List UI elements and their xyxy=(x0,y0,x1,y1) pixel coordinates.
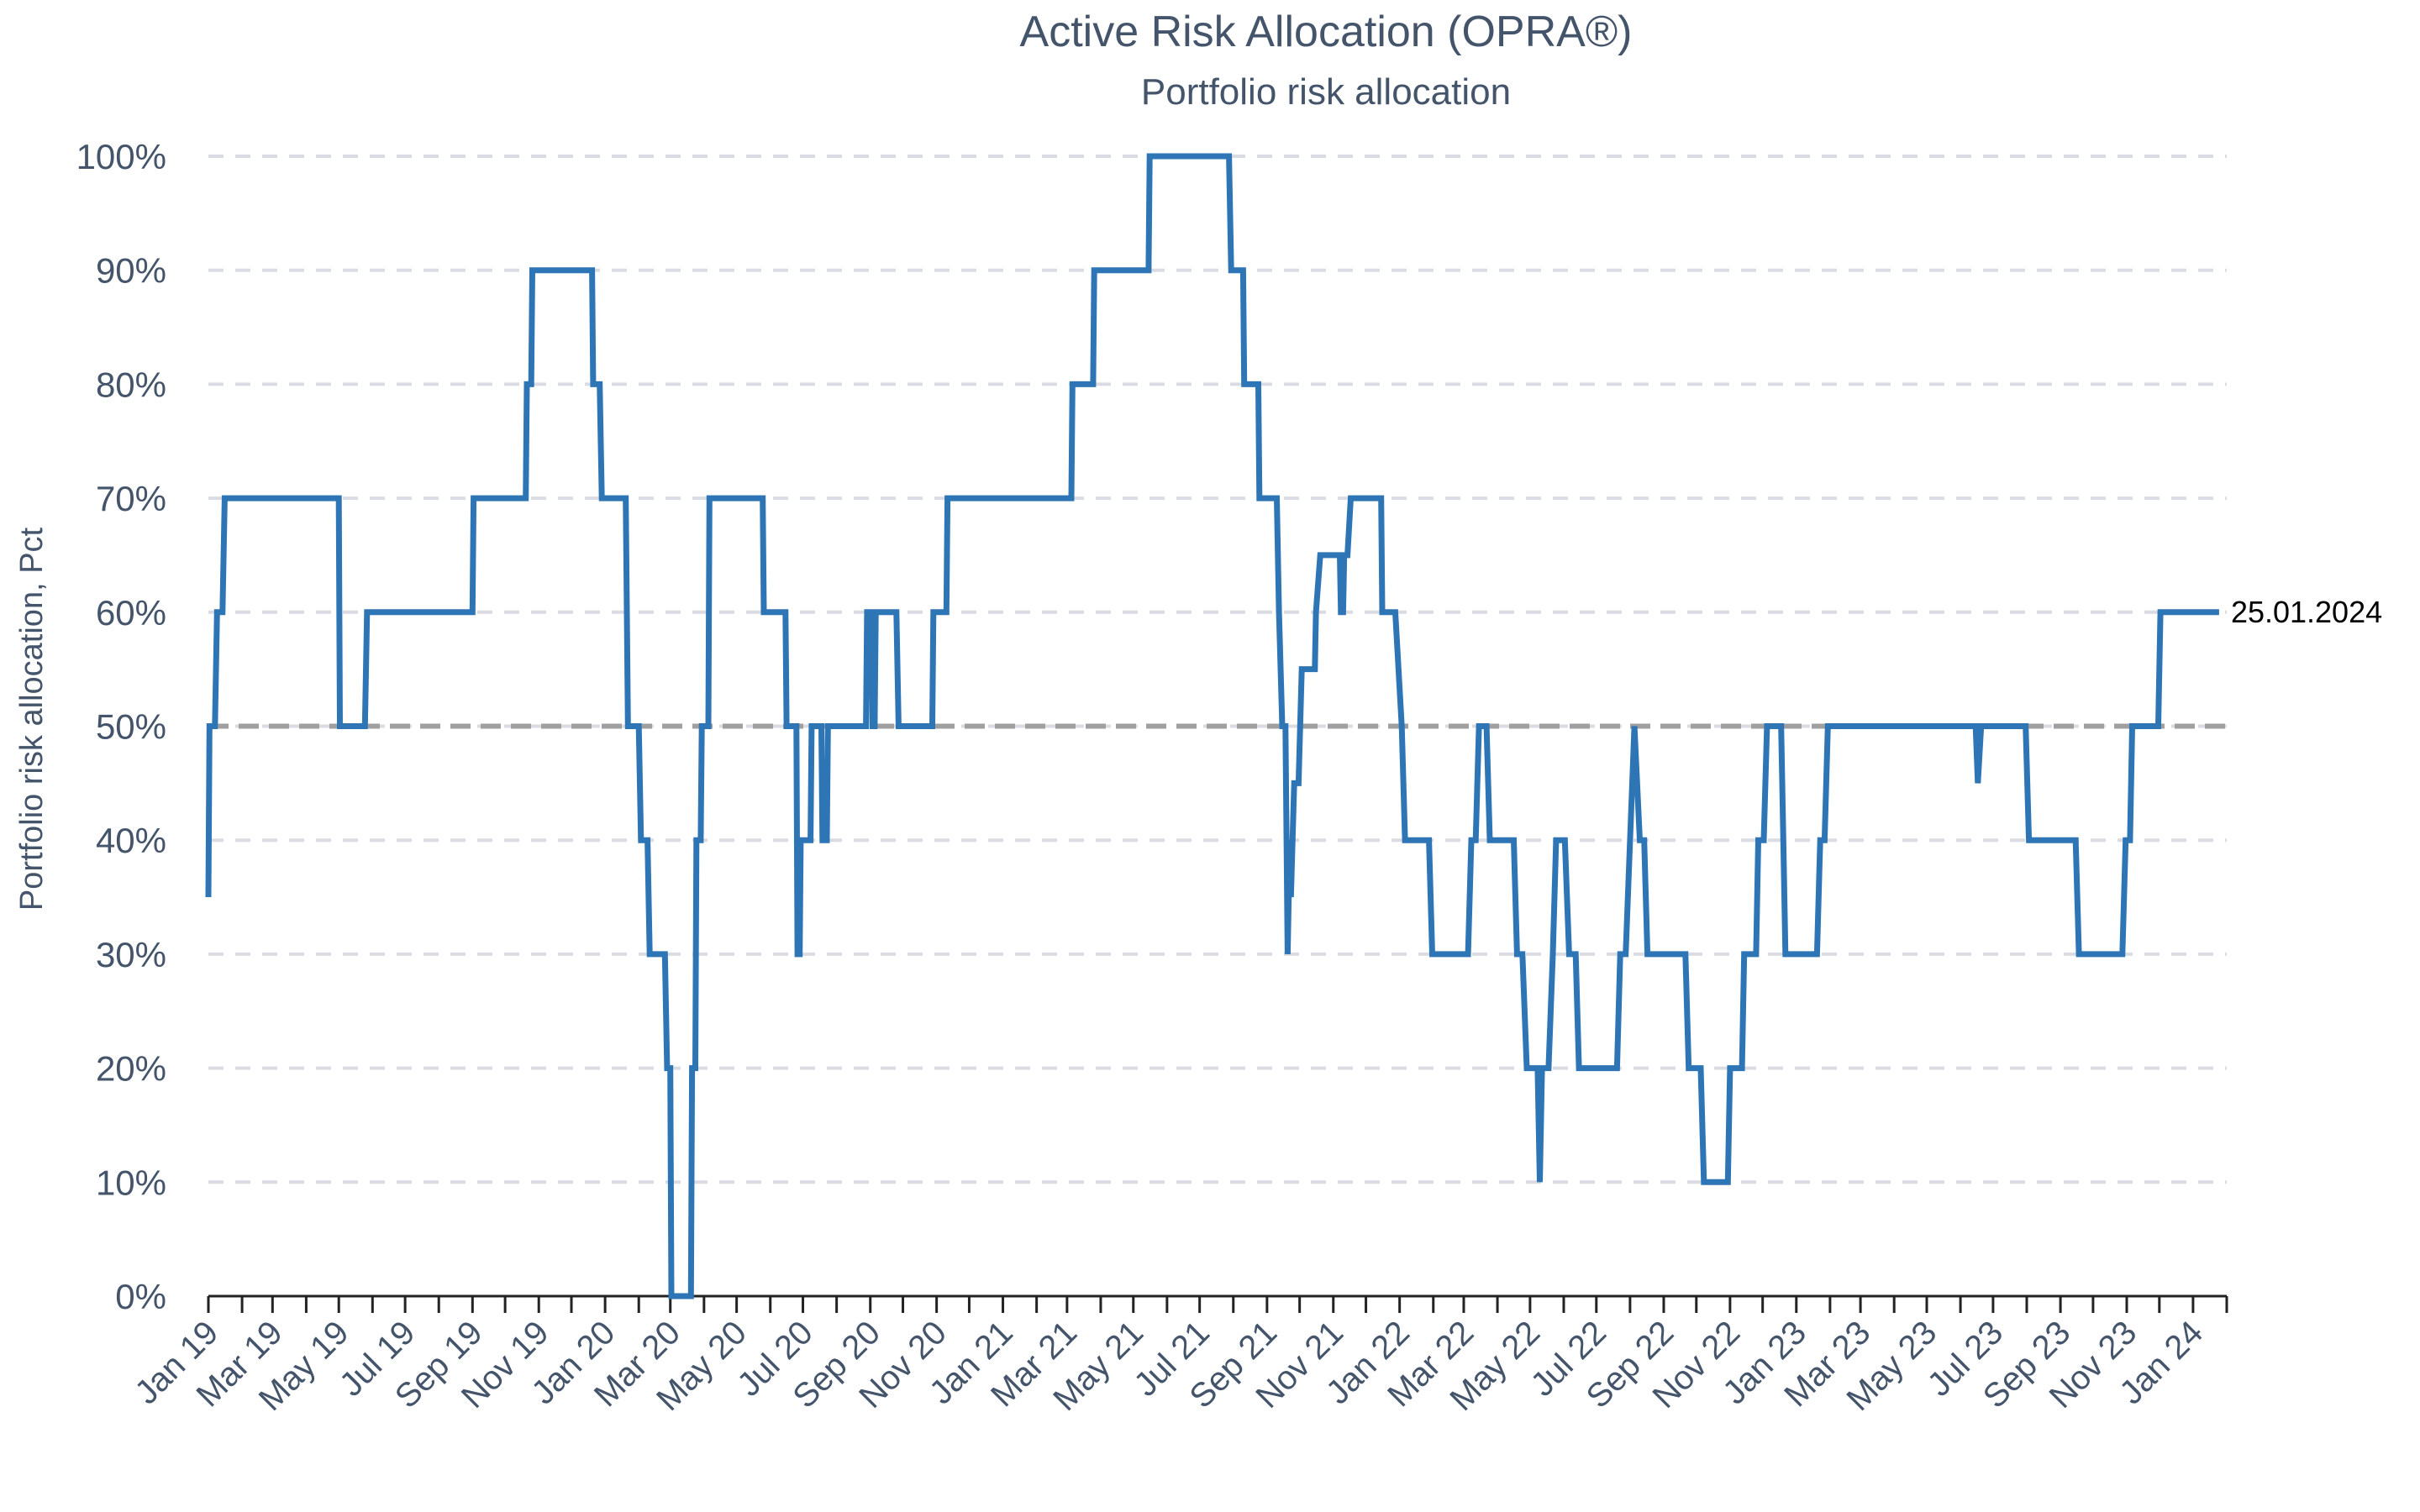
y-tick-label: 0% xyxy=(115,1277,166,1316)
y-tick-label: 40% xyxy=(96,821,166,860)
y-tick-label: 20% xyxy=(96,1049,166,1089)
y-tick-label: 60% xyxy=(96,593,166,633)
y-tick-label: 10% xyxy=(96,1163,166,1202)
y-tick-label: 50% xyxy=(96,707,166,747)
series-line-risk-allocation xyxy=(205,153,2219,1299)
chart-title: Active Risk Allocation (OPRA®) xyxy=(1020,8,1633,56)
end-date-label: 25.01.2024 xyxy=(2231,595,2382,629)
y-tick-label: 30% xyxy=(96,935,166,974)
chart-subtitle: Portfolio risk allocation xyxy=(1141,71,1511,113)
grid-layer xyxy=(208,155,2227,1184)
y-tick-label: 90% xyxy=(96,251,166,291)
y-tick-label: 70% xyxy=(96,479,166,518)
y-axis-label: Portfolio risk allocation, Pct xyxy=(14,527,50,911)
y-axis-ticks: 0% 10% 20% 30% 40% 50% 60% 70% 80% 90% 100% xyxy=(76,137,166,1316)
y-tick-label: 80% xyxy=(96,365,166,404)
y-tick-label: 100% xyxy=(76,137,166,176)
